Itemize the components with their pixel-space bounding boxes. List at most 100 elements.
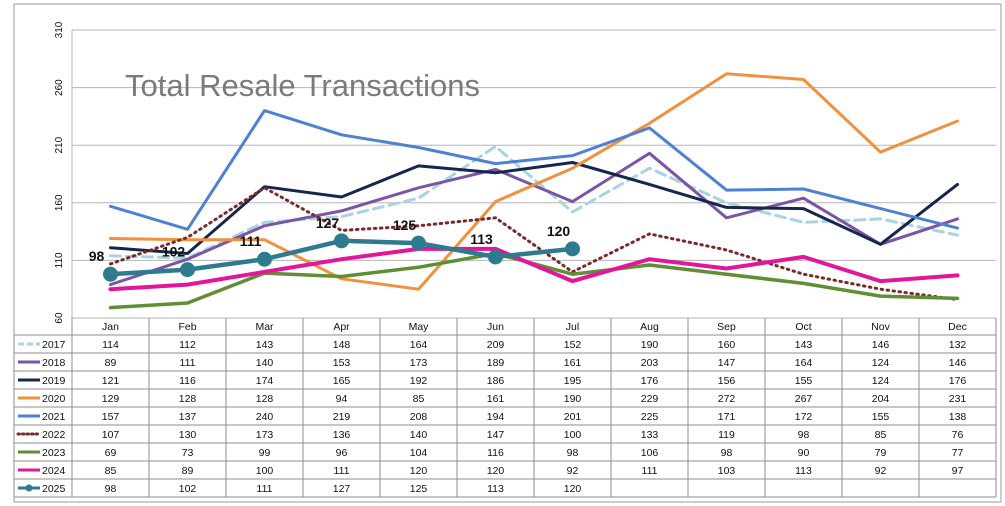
data-label-2025: 120	[547, 223, 571, 239]
table-cell: 128	[179, 393, 197, 405]
table-cell: 85	[105, 465, 117, 477]
table-cell: 98	[567, 447, 579, 459]
table-cell: 208	[410, 411, 428, 423]
table-cell: 100	[564, 429, 582, 441]
chart-border	[13, 3, 1002, 503]
table-cell: 99	[259, 447, 271, 459]
data-point-2025	[103, 266, 118, 282]
table-cell: 85	[875, 429, 887, 441]
table-cell: 73	[182, 447, 194, 459]
table-cell: 176	[949, 375, 967, 387]
x-tick-label: Jan	[102, 321, 119, 333]
table-cell: 267	[795, 393, 813, 405]
table-cell: 190	[641, 339, 659, 351]
table-cell: 120	[487, 465, 505, 477]
table-cell: 157	[102, 411, 120, 423]
table-cell: 98	[798, 429, 810, 441]
table-cell: 143	[256, 339, 274, 351]
series-line-2024	[108, 246, 960, 292]
x-tick-label: Apr	[333, 321, 350, 333]
x-tick-label: Oct	[795, 321, 811, 333]
table-cell: 116	[179, 375, 196, 387]
data-point-2025	[180, 262, 195, 278]
table-cell: 164	[410, 339, 428, 351]
chart-title: Total Resale Transactions	[125, 68, 480, 103]
legend-label-2024: 2024	[42, 465, 66, 477]
table-cell: 111	[642, 465, 658, 477]
table-cell: 219	[333, 411, 351, 423]
table-cell: 140	[410, 429, 428, 441]
table-cell: 120	[410, 465, 428, 477]
table-cell: 116	[487, 447, 504, 459]
table-cell: 155	[872, 411, 890, 423]
table-cell: 119	[718, 429, 735, 441]
legend-label-2022: 2022	[42, 429, 66, 441]
table-cell: 111	[180, 357, 196, 369]
table-cell: 172	[795, 411, 813, 423]
y-tick-label: 310	[54, 21, 65, 38]
table-cell: 137	[179, 411, 197, 423]
table-cell: 92	[567, 465, 579, 477]
table-cell: 173	[410, 357, 428, 369]
y-tick-label: 210	[54, 136, 65, 153]
table-cell: 204	[872, 393, 890, 405]
data-point-2025	[411, 235, 426, 251]
x-tick-label: May	[409, 321, 430, 333]
table-cell: 97	[952, 465, 964, 477]
x-tick-label: Mar	[255, 321, 274, 333]
table-cell: 165	[333, 375, 351, 387]
y-tick-label: 160	[54, 194, 65, 211]
table-cell: 225	[641, 411, 659, 423]
legend-label-2021: 2021	[42, 411, 66, 423]
table-cell: 94	[336, 393, 348, 405]
table-cell: 129	[102, 393, 120, 405]
table-cell: 125	[410, 483, 428, 495]
legend-label-2018: 2018	[42, 357, 66, 369]
series-line-2017	[109, 144, 959, 260]
legend-label-2019: 2019	[42, 375, 66, 387]
table-cell: 114	[102, 339, 119, 351]
table-cell: 133	[641, 429, 659, 441]
table-cell: 146	[872, 339, 890, 351]
table-cell: 120	[564, 483, 582, 495]
table-cell: 160	[718, 339, 736, 351]
table-cell: 90	[798, 447, 810, 459]
x-tick-label: Nov	[871, 321, 890, 333]
table-cell: 124	[872, 357, 890, 369]
table-cell: 146	[949, 357, 967, 369]
table-cell: 92	[875, 465, 887, 477]
table-cell: 103	[718, 465, 736, 477]
x-tick-label: Feb	[178, 321, 196, 333]
table-cell: 96	[336, 447, 348, 459]
table-cell: 98	[105, 483, 117, 495]
table-cell: 229	[641, 393, 659, 405]
x-tick-label: Aug	[640, 321, 659, 333]
table-cell: 113	[487, 483, 504, 495]
table-cell: 130	[179, 429, 197, 441]
table-cell: 189	[487, 357, 505, 369]
legend-label-2020: 2020	[42, 393, 66, 405]
table-cell: 272	[718, 393, 736, 405]
table-cell: 98	[721, 447, 733, 459]
table-cell: 76	[952, 429, 964, 441]
table-cell: 136	[333, 429, 351, 441]
data-point-2025	[565, 241, 580, 257]
table-cell: 186	[487, 375, 505, 387]
table-cell: 147	[487, 429, 505, 441]
table-cell: 152	[564, 339, 582, 351]
table-cell: 176	[641, 375, 659, 387]
table-cell: 209	[487, 339, 505, 351]
data-label-2025: 98	[89, 248, 105, 264]
table-cell: 231	[949, 393, 967, 405]
data-point-2025	[257, 251, 272, 267]
table-cell: 112	[179, 339, 196, 351]
table-cell: 124	[872, 375, 890, 387]
series-line-2020	[109, 72, 959, 291]
x-tick-label: Jul	[566, 321, 579, 333]
x-tick-label: Dec	[948, 321, 967, 333]
x-tick-label: Sep	[717, 321, 736, 333]
y-tick-label: 60	[54, 312, 65, 324]
table-cell: 69	[105, 447, 117, 459]
table-cell: 201	[564, 411, 582, 423]
